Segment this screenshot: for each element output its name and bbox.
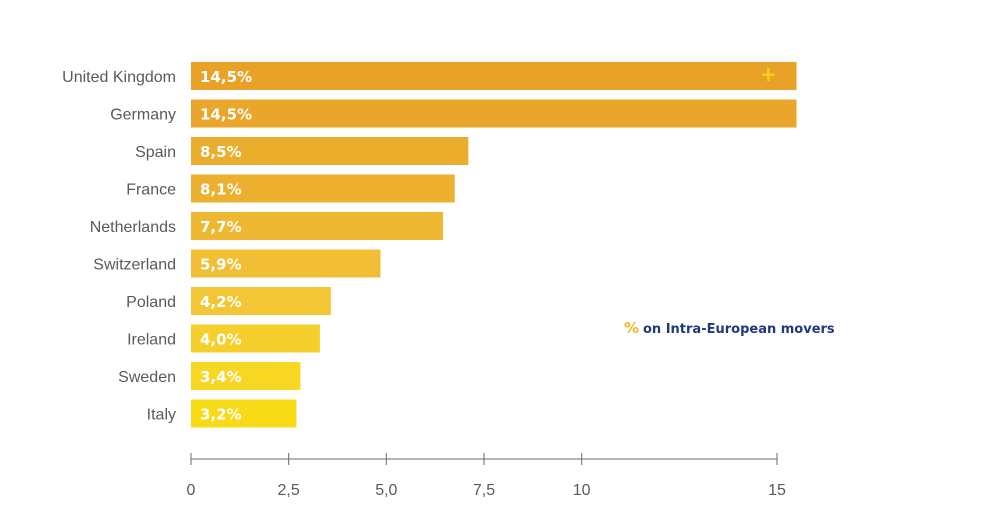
bar xyxy=(191,174,455,203)
bar xyxy=(191,212,443,240)
bar-value-label: 8,5% xyxy=(200,143,242,161)
bar-value-label: 8,1% xyxy=(200,181,242,199)
bars-group: United Kingdom 14,5% Germany 14,5% Spain 8,5%… xyxy=(62,62,797,428)
bar-value-label: 5,9% xyxy=(200,256,242,274)
x-tick-label: 15 xyxy=(768,482,786,499)
legend-percent-symbol: % xyxy=(624,319,639,337)
category-label: Germany xyxy=(110,107,176,124)
category-label: Switzerland xyxy=(93,257,176,274)
category-label: Sweden xyxy=(118,369,176,386)
bar xyxy=(191,287,331,315)
x-tick-label: 2,5 xyxy=(278,482,300,499)
category-label: Spain xyxy=(135,144,176,161)
bar xyxy=(191,399,297,428)
bar xyxy=(191,137,469,165)
plus-annotation: + xyxy=(760,62,777,86)
x-tick-label: 0 xyxy=(187,482,196,499)
category-label: United Kingdom xyxy=(62,69,176,86)
legend: % on Intra-European movers xyxy=(624,319,835,337)
bar-value-label: 4,0% xyxy=(200,331,242,349)
bar-value-label: 3,4% xyxy=(200,368,242,386)
category-label: Ireland xyxy=(127,332,176,349)
category-label: Netherlands xyxy=(90,219,176,236)
bar-value-label: 7,7% xyxy=(200,218,242,236)
bar-value-label: 4,2% xyxy=(200,293,242,311)
bar-value-label: 3,2% xyxy=(200,406,242,424)
bar xyxy=(191,99,797,128)
category-label: France xyxy=(126,182,176,199)
bar xyxy=(191,62,797,90)
x-tick-label: 5,0 xyxy=(375,482,397,499)
x-axis: 0 2,5 5,0 7,5 10 15 xyxy=(187,453,786,499)
bar xyxy=(191,324,320,353)
legend-label: on Intra-European movers xyxy=(643,322,835,337)
category-label: Italy xyxy=(147,407,176,424)
bar-value-label: 14,5% xyxy=(200,68,252,86)
x-tick-label: 10 xyxy=(573,482,591,499)
category-label: Poland xyxy=(126,294,176,311)
bar xyxy=(191,362,301,390)
x-tick-label: 7,5 xyxy=(473,482,495,499)
bar-value-label: 14,5% xyxy=(200,106,252,124)
bar xyxy=(191,249,381,278)
